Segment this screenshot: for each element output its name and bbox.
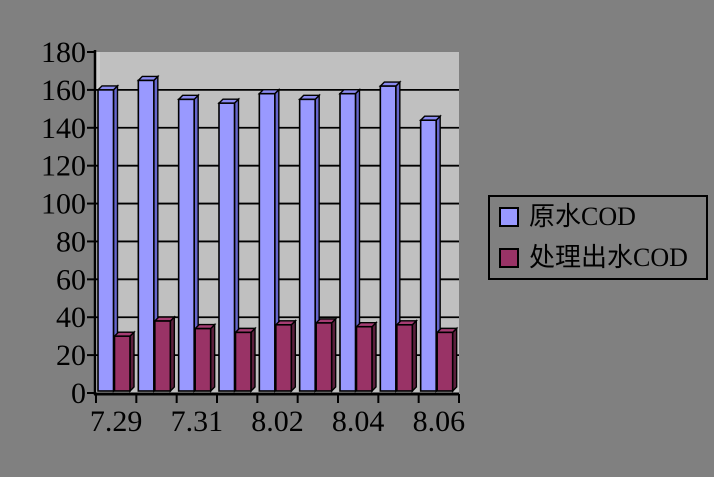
bar-series0-cat1 xyxy=(137,79,155,392)
y-tick-label-120: 120 xyxy=(41,150,86,183)
x-tick-label-8.04: 8.04 xyxy=(332,405,385,438)
x-tick-label-7.29: 7.29 xyxy=(90,405,143,438)
bar-series1-cat3 xyxy=(234,331,252,392)
bar-series1-cat0 xyxy=(113,335,131,392)
legend-swatch-treated-water-cod-icon xyxy=(499,247,519,268)
y-tick-label-80: 80 xyxy=(56,225,86,258)
bar-series1-cat1 xyxy=(154,320,172,392)
x-tick-label-8.06: 8.06 xyxy=(413,405,466,438)
y-tick-label-160: 160 xyxy=(41,74,86,107)
bar-series1-cat2 xyxy=(194,327,212,392)
legend-swatch-raw-water-cod-icon xyxy=(499,207,519,228)
legend-item-treated-water-cod: 处理出水COD xyxy=(499,241,706,275)
bar-series1-cat6 xyxy=(355,325,373,392)
bar-series0-cat4 xyxy=(258,92,276,392)
bar-series0-cat0 xyxy=(97,89,115,392)
legend-item-raw-water-cod: 原水COD xyxy=(499,200,706,234)
y-tick-label-100: 100 xyxy=(41,188,86,221)
x-tick-label-7.31: 7.31 xyxy=(171,405,224,438)
y-tick-label-60: 60 xyxy=(56,263,86,296)
bar-series0-cat8 xyxy=(419,119,437,392)
bar-series0-cat6 xyxy=(339,92,357,392)
bar-series0-cat7 xyxy=(379,85,397,392)
y-tick-label-140: 140 xyxy=(41,112,86,145)
bar-series1-cat5 xyxy=(315,322,333,392)
bar-series0-cat3 xyxy=(218,102,236,392)
bar-series0-cat2 xyxy=(177,98,195,392)
bar-series1-cat7 xyxy=(396,323,414,392)
y-tick-label-20: 20 xyxy=(56,339,86,372)
y-tick-label-40: 40 xyxy=(56,301,86,334)
legend-label-raw-water-cod: 原水COD xyxy=(529,202,636,232)
legend: 原水COD 处理出水COD xyxy=(488,195,708,280)
y-tick-label-180: 180 xyxy=(41,36,86,69)
x-tick-label-8.02: 8.02 xyxy=(251,405,304,438)
bar-series0-cat5 xyxy=(298,98,316,392)
y-tick-label-0: 0 xyxy=(71,377,86,410)
legend-label-treated-water-cod: 处理出水COD xyxy=(529,242,688,272)
bar-series1-cat4 xyxy=(275,323,293,392)
bar-series1-cat8 xyxy=(436,331,454,392)
